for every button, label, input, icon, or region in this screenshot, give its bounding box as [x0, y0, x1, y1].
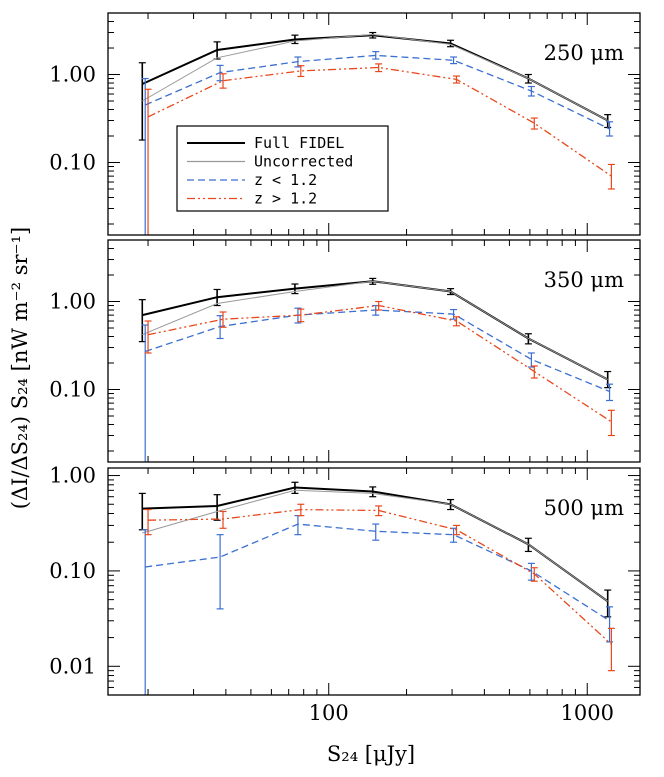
y-tick-label: 1.00	[49, 290, 96, 314]
y-tick-label: 0.10	[49, 378, 96, 402]
x-ticks-1	[147, 13, 588, 235]
error-bar	[452, 75, 460, 84]
x-tick-label: 1000	[561, 701, 614, 725]
error-bar	[144, 508, 152, 536]
error-bar	[297, 503, 305, 517]
error-bar	[213, 288, 221, 307]
error-bar	[375, 505, 383, 517]
series-line-uncorrected	[142, 489, 608, 602]
error-bar	[452, 316, 460, 327]
y-tick-label: 0.10	[49, 559, 96, 583]
error-bar	[450, 56, 458, 65]
error-bar	[530, 567, 538, 582]
series-group-2	[138, 277, 615, 462]
series-line-z-1-2	[147, 304, 612, 423]
series-line-full-fidel	[142, 280, 609, 381]
series-line-full-fidel	[141, 34, 609, 122]
series-group-3	[138, 481, 615, 695]
series-line-uncorrected	[142, 280, 608, 380]
y-ticks-1	[108, 12, 640, 225]
error-bar	[219, 311, 227, 328]
error-bar	[607, 627, 615, 672]
error-bar	[297, 308, 305, 323]
error-bar	[527, 352, 535, 368]
series-group-1	[138, 31, 615, 235]
error-bar	[141, 77, 149, 235]
series-line-full-fidel	[142, 486, 609, 603]
error-bar	[369, 31, 377, 39]
y-tick-label: 0.01	[49, 654, 96, 678]
error-bar	[372, 523, 380, 541]
error-bar	[369, 486, 377, 498]
error-bar	[447, 39, 455, 48]
error-bar	[297, 65, 305, 78]
error-bar	[291, 481, 299, 494]
error-bar	[606, 121, 614, 137]
panel-label: 350 μm	[544, 268, 624, 292]
y-tick-label: 1.00	[49, 464, 96, 488]
legend-box	[176, 125, 389, 212]
legend-label: Uncorrected	[254, 153, 353, 171]
panel-label: 250 μm	[544, 41, 624, 65]
error-bar	[141, 529, 149, 695]
x-tick-label: 100	[309, 701, 349, 725]
y-tick-label: 0.10	[49, 151, 96, 175]
error-bar	[606, 383, 614, 402]
panel-label: 500 μm	[544, 496, 624, 520]
panel-frame	[107, 239, 641, 463]
x-ticks-3	[147, 468, 588, 695]
series-line-z-1-2	[144, 54, 610, 130]
error-bar	[219, 510, 227, 529]
panel-frame	[107, 12, 641, 236]
error-bar	[607, 409, 615, 437]
legend-label: z < 1.2	[254, 171, 317, 189]
error-bar	[452, 524, 460, 536]
error-bar	[530, 117, 538, 130]
error-bar	[372, 51, 380, 60]
legend-label: z > 1.2	[254, 190, 317, 208]
y-ticks-2	[108, 239, 640, 452]
error-bar	[213, 494, 221, 521]
error-bar	[144, 88, 152, 235]
legend-label: Full FIDEL	[254, 134, 344, 152]
y-tick-label: 1.00	[49, 63, 96, 87]
series-line-z-1-2	[147, 508, 612, 645]
error-bar	[291, 34, 299, 45]
series-line-uncorrected	[142, 33, 608, 121]
y-axis-label: (ΔI/ΔS₂₄) S₂₄ [nW m⁻² sr⁻¹]	[8, 227, 32, 509]
error-bar	[527, 85, 535, 97]
x-ticks-2	[147, 240, 588, 462]
panel-2: 1.00 0.10 350 μm	[49, 239, 641, 463]
error-bar	[138, 492, 146, 531]
panel-3: 1.00 0.10 0.01 100 1000 500 μm	[49, 464, 641, 725]
y-ticks-3	[108, 475, 640, 696]
series-line-z-1-2	[144, 309, 610, 393]
error-bar	[607, 163, 615, 190]
error-bar	[219, 73, 227, 89]
series-line-z-1-2	[145, 523, 610, 622]
x-axis-label: S₂₄ [μJy]	[327, 742, 415, 766]
error-bar	[530, 365, 538, 379]
error-bar	[216, 534, 224, 610]
error-bar	[375, 63, 383, 73]
error-bar	[375, 300, 383, 311]
error-bar	[144, 320, 152, 354]
panel-frame	[107, 467, 641, 696]
